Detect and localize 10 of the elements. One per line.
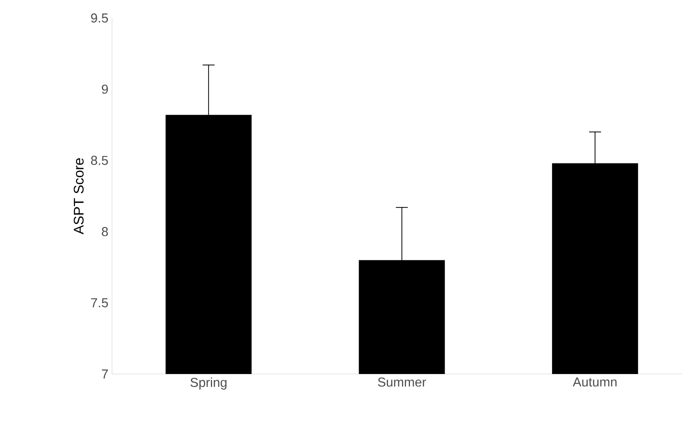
y-axis-title: ASPT Score [74,158,84,234]
x-tick-label: Autumn [572,378,617,387]
y-tick-label: 9 [102,84,108,94]
x-tick-label: Spring [190,378,226,390]
x-tick-label: Summer [378,378,426,387]
y-tick-label: 8.5 [91,156,108,165]
y-tick-label: 7.5 [91,298,108,308]
y-tick-label: 9.5 [91,13,108,23]
y-tick-label: 8 [102,227,108,236]
y-tick-label: 7 [102,370,108,378]
